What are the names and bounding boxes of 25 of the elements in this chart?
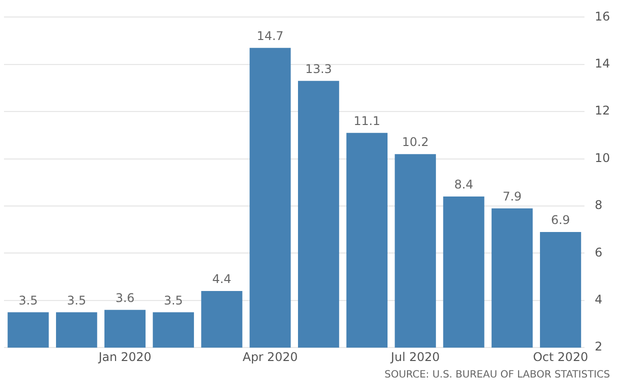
data-label: 8.4 <box>454 178 474 192</box>
data-label: 10.2 <box>402 135 429 150</box>
x-tick-label: Jan 2020 <box>98 350 152 364</box>
y-tick-label: 14 <box>594 56 610 71</box>
y-tick-label: 6 <box>594 245 602 260</box>
x-tick-label: Oct 2020 <box>532 350 588 364</box>
y-tick-label: 12 <box>594 104 610 118</box>
x-tick-label: Apr 2020 <box>242 350 298 364</box>
y-tick-label: 4 <box>594 292 602 307</box>
y-tick-label: 8 <box>594 198 602 212</box>
y-tick-label: 10 <box>594 150 610 165</box>
data-label: 11.1 <box>354 114 380 128</box>
data-label: 7.9 <box>502 189 522 204</box>
y-tick-label: 2 <box>594 340 602 354</box>
data-label: 13.3 <box>305 62 332 76</box>
data-label: 4.4 <box>212 272 232 286</box>
data-label: 3.6 <box>115 290 135 305</box>
x-tick-label: Jul 2020 <box>390 350 440 364</box>
data-label: 3.5 <box>164 293 183 308</box>
data-label: 3.5 <box>67 293 86 308</box>
data-label: 6.9 <box>550 213 570 228</box>
source-note: SOURCE: U.S. BUREAU OF LABOR STATISTICS <box>384 370 610 381</box>
data-label: 14.7 <box>256 29 284 44</box>
y-tick-label: 16 <box>594 9 610 24</box>
data-label: 3.5 <box>18 293 38 308</box>
